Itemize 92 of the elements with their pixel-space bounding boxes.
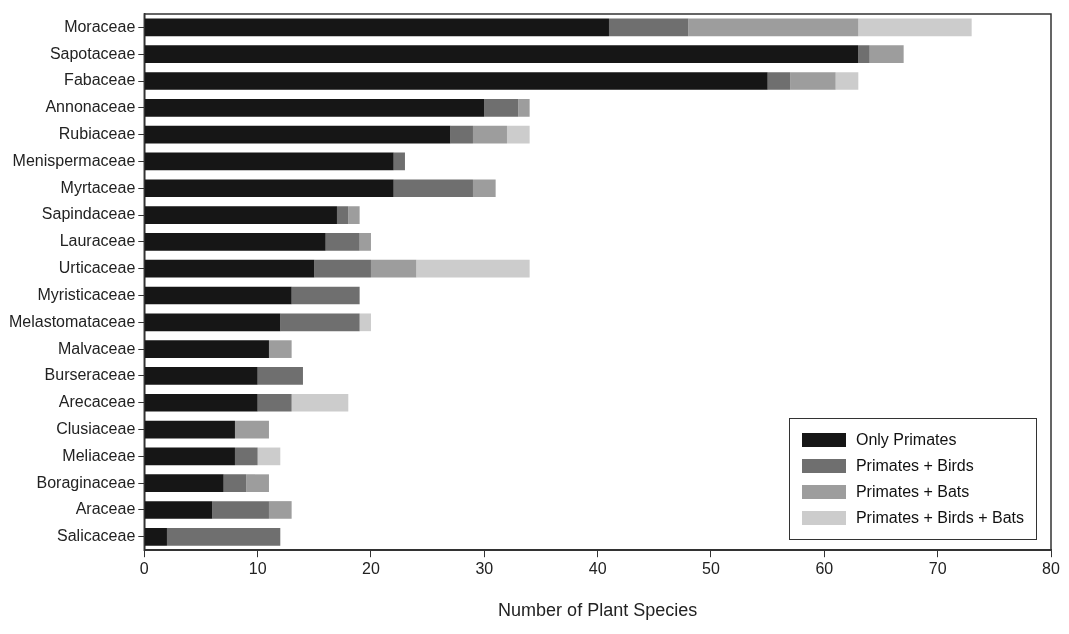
x-tick-label: 50 (702, 560, 720, 578)
x-tick-label: 60 (815, 560, 834, 578)
bar (688, 18, 859, 37)
y-tick-label: Lauraceae (59, 232, 136, 250)
bar (144, 125, 451, 144)
legend-label: Primates + Birds (855, 457, 974, 476)
bar (144, 447, 235, 466)
y-tick-label: Moraceae (64, 17, 136, 35)
bar (144, 179, 394, 198)
y-tick-label: Rubiaceae (58, 125, 136, 143)
y-tick-label: Malvaceae (57, 339, 136, 357)
bar (234, 447, 258, 466)
bar (234, 420, 269, 439)
bar (144, 98, 485, 117)
bar (166, 527, 281, 546)
bar (246, 474, 269, 493)
bar (144, 340, 269, 358)
bar (506, 125, 530, 144)
legend-label: Primates + Birds + Bats (855, 509, 1024, 528)
bar (767, 72, 791, 90)
x-tick-label: 40 (588, 560, 607, 578)
bar (144, 233, 326, 251)
bar (212, 501, 269, 519)
y-tick-label: Menispermaceae (12, 151, 136, 169)
x-tick-label: 20 (362, 560, 380, 578)
bar (144, 259, 315, 278)
bar (291, 393, 349, 412)
bar (325, 233, 360, 251)
bar (858, 18, 972, 37)
bar (608, 18, 689, 37)
bar (268, 340, 292, 358)
legend-label: Only Primates (855, 431, 957, 450)
bar (518, 98, 530, 117)
bar (144, 367, 258, 385)
y-tick-label: Arecaceae (58, 393, 136, 411)
x-tick-label: 30 (475, 560, 494, 578)
y-tick-label: Meliaceae (62, 446, 136, 464)
y-tick-label: Araceae (75, 500, 136, 518)
x-tick-label: 80 (1042, 560, 1060, 578)
bar (144, 313, 281, 332)
bar (336, 206, 349, 224)
y-tick-label: Sapindaceae (41, 205, 136, 223)
bar (348, 206, 360, 224)
bar (869, 45, 904, 64)
x-tick-label: 0 (139, 560, 149, 578)
y-tick-label: Sapotaceae (49, 44, 136, 62)
bar (144, 72, 768, 90)
bar (858, 45, 870, 64)
y-tick-label: Urticaceae (58, 259, 136, 277)
y-tick-label: Clusiaceae (56, 419, 136, 437)
bar (359, 313, 371, 332)
bar (257, 447, 281, 466)
bar (472, 179, 496, 198)
bar (144, 18, 609, 37)
y-tick-label: Burseraceae (44, 366, 136, 384)
bar (835, 72, 859, 90)
bar (144, 474, 224, 493)
bar (144, 45, 859, 64)
y-tick-label: Melastomataceae (8, 312, 136, 330)
y-tick-label: Myrtaceae (60, 178, 136, 196)
bar (144, 501, 213, 519)
bar (370, 259, 417, 278)
bar (223, 474, 247, 493)
legend-label: Primates + Bats (855, 483, 970, 502)
bar (144, 420, 235, 439)
x-tick-label: 10 (248, 560, 267, 578)
bar (144, 206, 337, 224)
bar (314, 259, 371, 278)
y-tick-label: Salicaceae (57, 527, 136, 545)
bar (257, 393, 292, 412)
bar (144, 393, 258, 412)
bar (257, 367, 303, 385)
bar (291, 286, 360, 305)
bar (416, 259, 530, 278)
y-tick-label: Myristicaceae (37, 285, 136, 303)
bar (393, 152, 405, 171)
bar (393, 179, 473, 198)
bar (280, 313, 360, 332)
x-tick-label: 70 (928, 560, 947, 578)
bar (790, 72, 836, 90)
bar (268, 501, 292, 519)
y-tick-label: Boraginaceae (36, 473, 136, 491)
y-tick-label: Annonaceae (45, 98, 136, 116)
y-tick-label: Fabaceae (64, 71, 136, 89)
bar (472, 125, 507, 144)
bar (450, 125, 473, 144)
x-axis-title: Number of Plant Species (498, 600, 698, 621)
bar (144, 152, 394, 171)
bar (359, 233, 371, 251)
bar (144, 527, 167, 546)
bar (484, 98, 519, 117)
bar (144, 286, 292, 305)
